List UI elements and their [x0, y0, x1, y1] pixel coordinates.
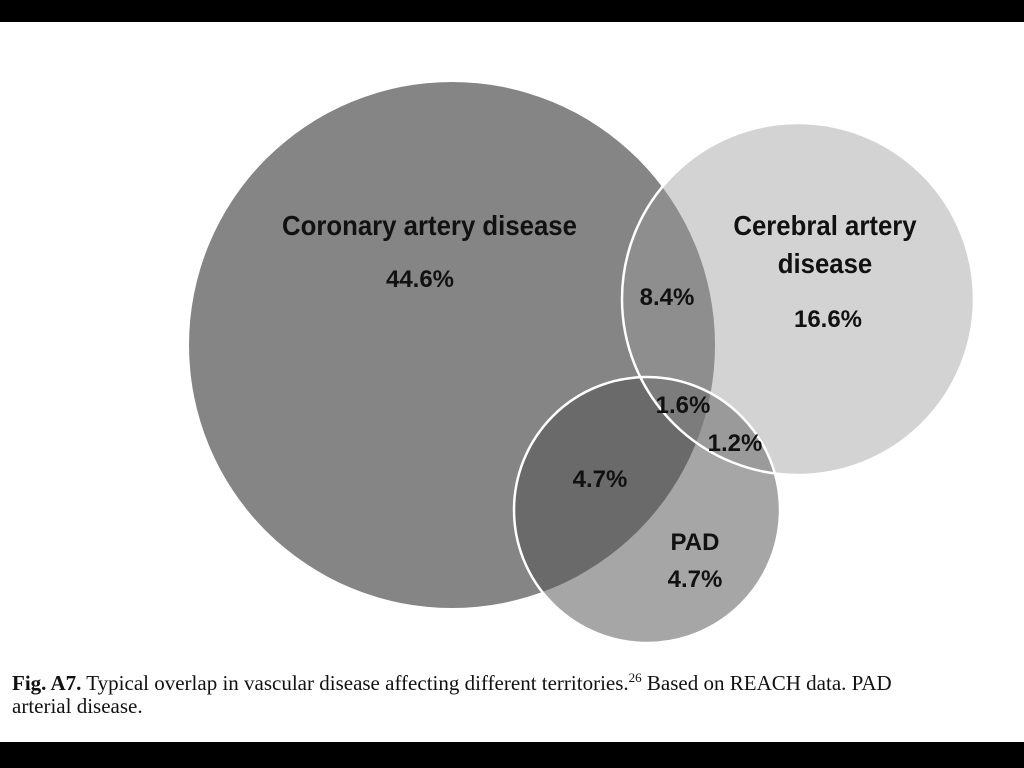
pad-label: PAD — [670, 529, 720, 556]
pad-value: 4.7% — [667, 566, 723, 593]
caption-line-1: Fig. A7. Typical overlap in vascular dis… — [12, 672, 1024, 695]
cerebral-label-line1: Cerebral artery — [733, 210, 917, 241]
cerebral-label-line2: disease — [777, 248, 873, 279]
cerebral-value: 16.6% — [793, 306, 863, 333]
cerebral-pad-overlap — [622, 377, 780, 475]
caption-text: Typical overlap in vascular disease affe… — [86, 672, 629, 695]
caption-reference: 26 — [628, 672, 642, 685]
slide: Coronary artery disease 44.6% Cerebral a… — [0, 22, 1024, 742]
caption-text-2: Based on REACH data. PAD — [646, 672, 892, 695]
coronary-value: 44.6% — [385, 266, 455, 293]
all-three-value: 1.6% — [655, 392, 711, 419]
figure-caption: Fig. A7. Typical overlap in vascular dis… — [12, 672, 1024, 718]
coronary-cerebral-value: 8.4% — [639, 284, 695, 311]
cerebral-pad-value: 1.2% — [707, 430, 763, 457]
pad-outline — [512, 375, 782, 645]
caption-label: Fig. A7. — [12, 672, 82, 695]
caption-line-2: arterial disease. — [12, 694, 143, 718]
coronary-label: Coronary artery disease — [282, 210, 577, 241]
cerebral-outline — [620, 121, 976, 477]
coronary-pad-value: 4.7% — [572, 466, 628, 493]
venn-diagram — [189, 82, 976, 645]
